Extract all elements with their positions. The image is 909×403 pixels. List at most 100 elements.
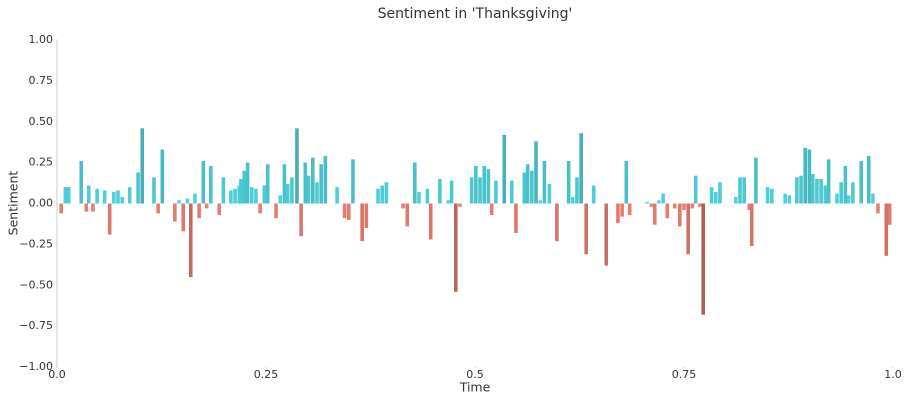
- bar: [323, 156, 328, 204]
- bar: [690, 203, 695, 209]
- bar: [787, 195, 792, 204]
- bar: [657, 200, 661, 204]
- bar: [197, 203, 201, 219]
- bar: [221, 177, 226, 204]
- bar: [859, 160, 864, 204]
- bar: [364, 203, 369, 229]
- bar: [278, 195, 283, 204]
- bar: [274, 203, 278, 219]
- bar: [661, 193, 665, 204]
- bar: [360, 203, 364, 242]
- bar: [494, 180, 498, 204]
- bar: [290, 177, 294, 204]
- bar: [66, 187, 71, 204]
- bar: [413, 162, 417, 204]
- bar: [876, 203, 880, 214]
- bar: [285, 183, 290, 204]
- bar: [84, 203, 89, 212]
- bar: [810, 174, 815, 204]
- bar: [59, 203, 63, 214]
- bar: [591, 185, 596, 204]
- x-tick-label: 0.5: [466, 368, 484, 381]
- bar: [575, 177, 579, 204]
- bar: [522, 172, 527, 204]
- bar: [807, 149, 812, 204]
- bar: [627, 203, 632, 215]
- bar: [185, 198, 190, 204]
- bar: [127, 187, 132, 204]
- bar: [652, 203, 657, 225]
- bar: [555, 203, 559, 242]
- bar: [233, 188, 237, 204]
- bar: [624, 160, 629, 204]
- y-tick-label: −0.75: [19, 319, 53, 332]
- bar: [229, 190, 233, 204]
- bar: [738, 177, 742, 204]
- bar: [566, 160, 571, 204]
- chart-title: Sentiment in 'Thanksgiving': [378, 6, 573, 22]
- bar: [86, 185, 91, 204]
- x-tick-label: 1.0: [884, 368, 902, 381]
- bar: [282, 164, 287, 204]
- bar: [843, 165, 848, 204]
- y-tick-label: −1.00: [19, 360, 53, 373]
- bar: [242, 170, 247, 204]
- bar: [769, 188, 774, 204]
- bar: [534, 141, 538, 204]
- bar: [346, 203, 351, 220]
- bar: [116, 190, 120, 204]
- bar: [249, 187, 254, 204]
- bar: [823, 185, 828, 204]
- bar: [245, 162, 250, 204]
- bar: [538, 200, 543, 204]
- bar: [502, 134, 507, 204]
- bar: [530, 170, 534, 204]
- bar: [156, 203, 160, 214]
- bar: [299, 203, 303, 237]
- bar: [160, 149, 165, 204]
- bar: [525, 164, 530, 204]
- bar: [458, 203, 462, 207]
- bar: [851, 182, 855, 204]
- bar: [351, 159, 355, 204]
- bar: [701, 203, 706, 315]
- bar: [604, 203, 609, 266]
- x-tick-label: 0.75: [672, 368, 697, 381]
- bar: [262, 185, 267, 204]
- bar: [839, 182, 843, 204]
- bar: [819, 178, 823, 204]
- bar: [258, 203, 262, 214]
- bar: [112, 192, 116, 204]
- bar: [201, 160, 206, 204]
- bar: [509, 180, 514, 204]
- bar: [79, 160, 84, 204]
- y-tick-label: 0.00: [29, 197, 54, 210]
- bar: [718, 182, 722, 204]
- y-tick-label: 0.25: [29, 156, 54, 169]
- bar: [446, 200, 451, 204]
- bar: [136, 172, 140, 204]
- bar: [693, 175, 698, 204]
- bar: [120, 196, 125, 204]
- bar: [887, 203, 892, 225]
- bar: [754, 157, 758, 204]
- y-tick-label: −0.25: [19, 237, 53, 250]
- bar: [95, 188, 99, 204]
- bar: [181, 203, 186, 232]
- bar: [376, 188, 380, 204]
- bar: [478, 177, 482, 204]
- bar: [645, 201, 650, 204]
- bar: [489, 203, 494, 215]
- bar: [698, 203, 702, 207]
- bar: [649, 203, 654, 207]
- y-tick-label: 0.50: [29, 115, 54, 128]
- bar: [884, 203, 889, 256]
- bar: [835, 193, 839, 204]
- bar: [678, 203, 682, 227]
- bar: [579, 133, 583, 204]
- bar: [826, 159, 831, 204]
- y-tick-label: 0.75: [29, 74, 54, 87]
- bar: [571, 196, 575, 204]
- bar: [173, 203, 177, 222]
- bar: [209, 165, 213, 204]
